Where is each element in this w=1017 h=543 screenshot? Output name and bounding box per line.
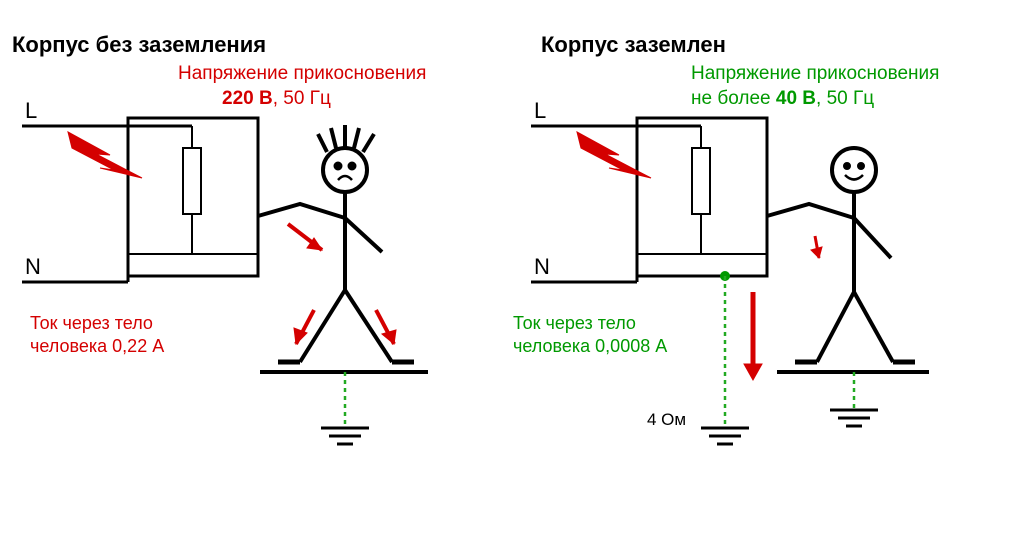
diagram-left <box>0 0 508 543</box>
arm-left <box>258 204 345 218</box>
ground-symbol <box>321 428 369 444</box>
lightning-icon <box>68 132 142 178</box>
panel-ungrounded: Корпус без заземления Напряжение прикосн… <box>0 0 508 543</box>
arm-right <box>854 218 891 258</box>
person-shocked <box>258 125 414 362</box>
arm-left <box>767 204 854 218</box>
hair <box>363 134 374 152</box>
head <box>832 148 876 192</box>
hair <box>331 128 336 148</box>
person-safe <box>767 148 915 362</box>
eye-l <box>336 164 341 169</box>
resistor <box>692 148 710 214</box>
eye-r <box>859 164 863 168</box>
diagram-right <box>509 0 1017 543</box>
head <box>323 148 367 192</box>
panel-grounded: Корпус заземлен Напряжение прикосновения… <box>509 0 1017 543</box>
mouth-shock <box>338 176 352 180</box>
mouth-smile <box>845 175 863 180</box>
resistor <box>183 148 201 214</box>
arm-right <box>345 218 382 252</box>
eye-r <box>350 164 355 169</box>
lightning-icon <box>577 132 651 178</box>
fault-current-arrow <box>744 292 762 380</box>
ground-symbol-person <box>830 410 878 426</box>
hair <box>354 128 359 148</box>
hair <box>318 134 327 152</box>
leg-r <box>854 292 893 362</box>
leg-l <box>817 292 854 362</box>
current-arrows-left <box>288 224 396 344</box>
ground-symbol-pe <box>701 428 749 444</box>
small-current-arrow <box>811 236 822 258</box>
eye-l <box>845 164 849 168</box>
